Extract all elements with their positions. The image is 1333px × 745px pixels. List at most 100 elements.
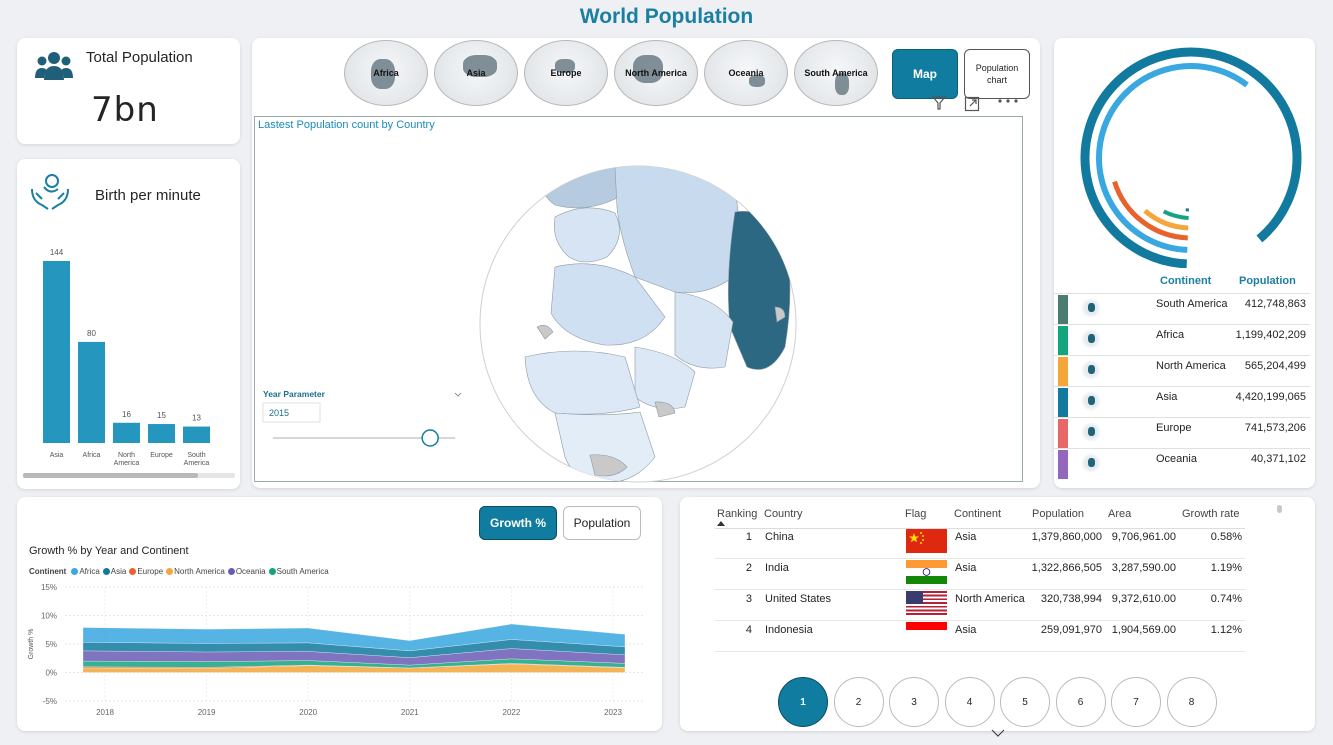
continent-button-oceania[interactable]: Oceania (704, 40, 788, 106)
column-header[interactable]: Flag (905, 508, 927, 520)
birth-bar[interactable] (43, 261, 70, 443)
map-view-button[interactable]: Map (892, 49, 958, 99)
baby-hands-icon (31, 174, 69, 210)
cell-population: 1,379,860,000 (1031, 531, 1102, 543)
chart-scrollbar-thumb[interactable] (23, 473, 198, 478)
continent-button-label: Asia (466, 68, 486, 78)
cell-area: 9,372,610.00 (1111, 593, 1176, 605)
cell-area: 9,706,961.00 (1111, 531, 1176, 543)
continent-name: Asia (1156, 391, 1178, 403)
birth-bar-value-label: 80 (87, 329, 96, 338)
sort-ascending-icon[interactable] (717, 521, 725, 526)
page-button-1[interactable]: 1 (778, 677, 828, 727)
column-header[interactable]: Continent (954, 508, 1002, 520)
donut-arc[interactable] (1112, 180, 1188, 241)
map-visual-frame: Lastest Population count by Country (254, 116, 1024, 483)
continent-header[interactable]: Continent (1160, 275, 1212, 287)
page-button-5[interactable]: 5 (1000, 677, 1050, 727)
legend-dot (102, 568, 110, 575)
continent-population: 741,573,206 (1244, 422, 1306, 434)
page-button-6[interactable]: 6 (1055, 677, 1106, 727)
total-population-label: Total Population (86, 49, 193, 66)
table-row[interactable] (715, 528, 1245, 559)
continent-row[interactable]: Europe 741,573,206 (1054, 417, 1310, 448)
table-row[interactable] (715, 559, 1245, 590)
continent-button-africa[interactable]: Africa (344, 40, 428, 106)
map-card: Africa Asia Europe North America Oceania Sout… (252, 38, 1040, 488)
flag-usa-icon (906, 591, 947, 615)
continent-button-south-america[interactable]: South America (794, 40, 878, 106)
legend-item[interactable]: North America (166, 567, 225, 576)
birth-bar[interactable] (148, 424, 175, 443)
continent-name: Europe (1156, 422, 1192, 434)
page-button-8[interactable]: 8 (1166, 677, 1217, 727)
chevron-down-icon[interactable] (991, 729, 1005, 737)
continent-button-label: North America (625, 68, 687, 78)
table-scrollbar[interactable] (1277, 505, 1282, 513)
continent-donut-chart[interactable] (1054, 38, 1315, 268)
continent-row[interactable]: Asia 4,420,199,065 (1054, 386, 1310, 417)
x-tick-label: 2018 (96, 708, 114, 717)
continent-population: 565,204,499 (1244, 360, 1306, 372)
column-header[interactable]: Population (1032, 508, 1084, 520)
continent-map-icon (1080, 453, 1102, 473)
table-row[interactable] (715, 590, 1245, 621)
year-parameter-value[interactable]: 2015 (269, 408, 290, 418)
birth-bar-value-label: 144 (50, 248, 64, 257)
page-button-4[interactable]: 4 (944, 677, 995, 727)
focus-mode-icon[interactable] (964, 96, 980, 112)
donut-arc[interactable] (1080, 47, 1302, 268)
page-button-2[interactable]: 2 (833, 677, 884, 727)
donut-arc[interactable] (1162, 209, 1189, 220)
continent-row[interactable]: North America 565,204,499 (1054, 355, 1310, 386)
column-header[interactable]: Area (1108, 508, 1132, 520)
population-chart-button[interactable]: Population chart (964, 49, 1030, 99)
continent-population: 4,420,199,065 (1235, 391, 1306, 403)
more-options-icon[interactable] (997, 98, 1019, 104)
legend-item[interactable]: Asia (102, 567, 127, 576)
page-button-7[interactable]: 7 (1111, 677, 1161, 727)
continent-row[interactable]: Oceania 40,371,102 (1054, 448, 1310, 479)
legend-item[interactable]: South America (268, 567, 329, 576)
legend-item[interactable]: Europe (129, 567, 163, 576)
donut-arc[interactable] (1096, 63, 1249, 253)
continent-button-label: Europe (550, 68, 582, 78)
population-toggle-button[interactable]: Population (563, 506, 641, 540)
birth-bar-value-label: 13 (192, 414, 201, 423)
growth-area-chart[interactable]: 15% 10% 5% 0% -5% 2018 2019 2020 2021 2022 2023 Gro… (17, 579, 657, 719)
legend-item[interactable]: Oceania (227, 567, 266, 576)
column-header[interactable]: Ranking (717, 508, 758, 520)
flag-china-icon (906, 529, 947, 553)
page-button-3[interactable]: 3 (889, 677, 939, 727)
population-header[interactable]: Population (1239, 275, 1296, 287)
birth-bar[interactable] (113, 422, 140, 443)
growth-toggle-button[interactable]: Growth % (479, 506, 557, 540)
birth-bar[interactable] (78, 341, 105, 443)
continent-row[interactable]: South America 412,748,863 (1054, 293, 1310, 324)
continent-button-asia[interactable]: Asia (434, 40, 518, 106)
continent-row[interactable]: Africa 1,199,402,209 (1054, 324, 1310, 355)
column-header[interactable]: Country (764, 508, 803, 520)
column-header[interactable]: Growth rate (1182, 508, 1240, 520)
birth-per-minute-card: Birth per minute 144 Asia 80 Africa 16 North A… (17, 159, 240, 489)
legend-item[interactable]: Africa (71, 567, 100, 576)
world-globe-map[interactable]: Year Parameter (255, 117, 1024, 483)
filter-icon[interactable] (932, 96, 946, 110)
birth-bar-value-label: 15 (157, 411, 166, 420)
cell-population: 1,322,866,505 (1031, 562, 1102, 574)
chart-scrollbar[interactable] (23, 473, 235, 478)
birth-category-label: Africa (83, 452, 101, 459)
cell-growth: 1.19% (1210, 562, 1242, 574)
table-row[interactable] (715, 621, 1245, 652)
x-tick-label: 2023 (604, 708, 622, 717)
continent-button-north-america[interactable]: North America (614, 40, 698, 106)
cell-rank: 2 (745, 562, 752, 574)
donut-arc[interactable] (1143, 208, 1189, 231)
y-tick-label: -5% (43, 697, 57, 706)
legend-label: Asia (110, 567, 127, 576)
cell-rank: 1 (745, 531, 752, 543)
growth-area-series[interactable] (82, 623, 626, 651)
legend-label: Africa (79, 567, 100, 576)
birth-bar[interactable] (183, 426, 210, 443)
continent-button-europe[interactable]: Europe (524, 40, 608, 106)
